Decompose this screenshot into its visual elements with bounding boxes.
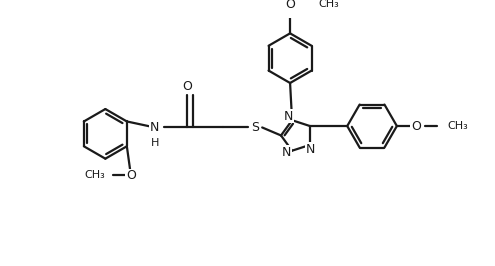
Text: N: N [284,110,294,123]
Text: N: N [305,143,315,156]
Text: S: S [251,121,259,134]
Text: O: O [182,80,192,93]
Text: CH₃: CH₃ [84,170,105,180]
Text: O: O [285,0,295,11]
Text: CH₃: CH₃ [318,0,339,9]
Text: H: H [150,138,159,148]
Text: O: O [411,119,421,132]
Text: O: O [126,169,136,182]
Text: N: N [281,146,291,159]
Text: CH₃: CH₃ [447,121,468,131]
Text: N: N [150,121,159,134]
